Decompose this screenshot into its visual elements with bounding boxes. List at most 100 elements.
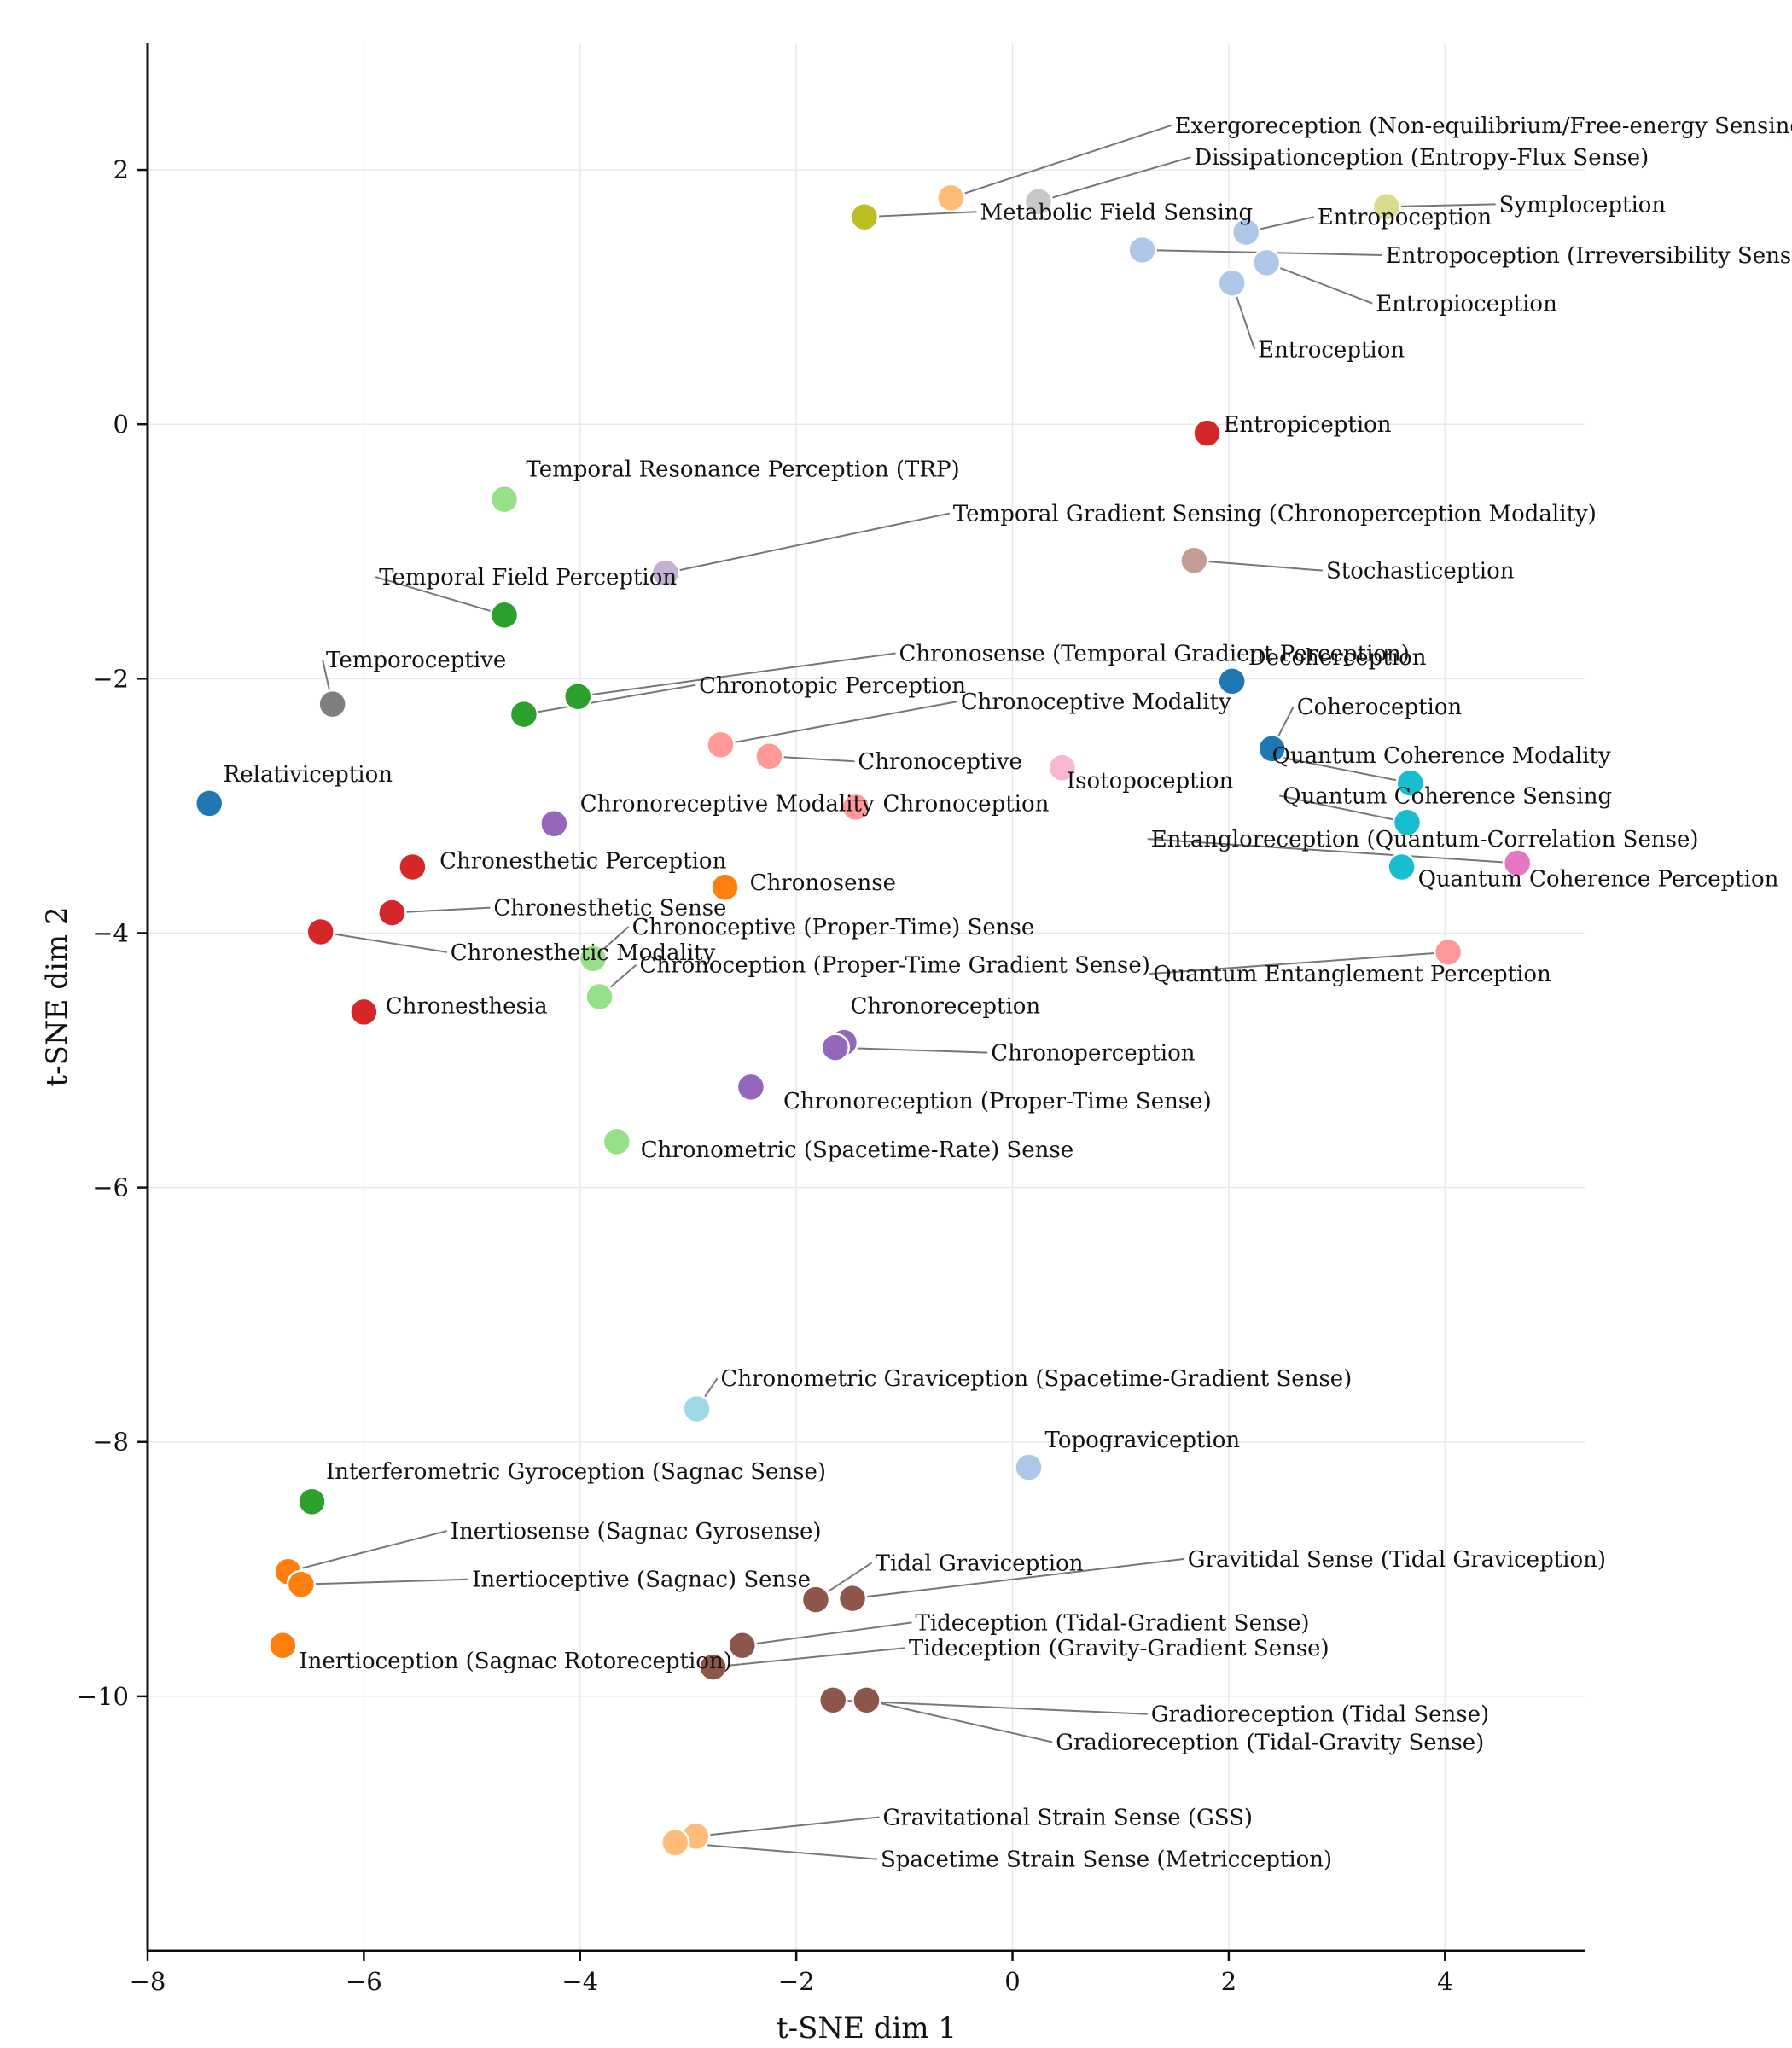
leader-line	[866, 1699, 1053, 1743]
leader-line	[320, 930, 447, 953]
scatter-point	[1217, 268, 1247, 298]
scatter-point	[650, 558, 681, 588]
x-tick-label: 0	[1004, 1967, 1020, 1996]
leader-line	[1265, 261, 1373, 305]
x-tick-label: −6	[346, 1967, 382, 1996]
x-tick-label: −4	[561, 1967, 598, 1996]
scatter-point	[820, 1033, 851, 1062]
point-label: Chronoceptive Modality	[961, 689, 1231, 715]
scatter-point	[1127, 235, 1157, 265]
leader-line	[1149, 951, 1449, 975]
point-label: Entropiception	[1224, 412, 1392, 438]
leader-line	[742, 1621, 912, 1647]
leader-line	[835, 1046, 988, 1054]
leader-line	[695, 1816, 880, 1837]
point-label: Chronotopic Perception	[699, 673, 966, 699]
scatter-point	[1392, 807, 1423, 838]
scatter-point	[682, 1393, 712, 1424]
point-label: Chronesthesia	[386, 993, 548, 1019]
leader-line	[523, 684, 696, 716]
point-label: Quantum Entanglement Perception	[1153, 962, 1551, 987]
point-label: Temporal Resonance Perception (TRP)	[526, 457, 959, 482]
leader-line	[665, 512, 951, 574]
point-label: Entangloreception (Quantum-Correlation S…	[1151, 827, 1699, 852]
scatter-point	[305, 916, 335, 947]
scatter-point	[1014, 1452, 1044, 1482]
leader-line	[288, 1530, 447, 1573]
point-label: Gradioreception (Tidal Sense)	[1151, 1702, 1490, 1728]
y-tick-label: −6	[92, 1173, 129, 1202]
scatter-point	[852, 1685, 881, 1715]
point-label: Chronoceptive	[858, 749, 1022, 775]
y-tick-label: −2	[92, 664, 129, 693]
scatter-point	[1395, 768, 1426, 798]
point-label: Metabolic Field Sensing	[980, 200, 1254, 225]
point-label: Chronesthetic Perception	[439, 848, 727, 874]
scatter-point	[509, 699, 539, 730]
scatter-point	[585, 981, 614, 1012]
scatter-point	[317, 689, 347, 719]
leader-line	[675, 1841, 878, 1860]
y-tick-label: −4	[92, 918, 129, 947]
point-label: Gradioreception (Tidal-Gravity Sense)	[1056, 1731, 1484, 1756]
point-label: Tidal Graviception	[876, 1551, 1084, 1576]
leader-line	[951, 124, 1172, 199]
leader-line	[713, 1647, 906, 1668]
leader-line	[852, 1557, 1184, 1600]
scatter-point	[377, 898, 407, 928]
scatter-point	[710, 872, 740, 903]
scatter-point	[1502, 848, 1533, 878]
leader-line	[375, 576, 505, 616]
point-label: Quantum Coherence Perception	[1418, 866, 1779, 892]
point-label: Dissipationception (Entropy-Flux Sense)	[1194, 145, 1649, 171]
scatter-point	[489, 484, 520, 515]
scatter-point	[1252, 247, 1282, 278]
scatter-point	[1217, 666, 1247, 696]
point-label: Inertioceptive (Sagnac) Sense	[472, 1568, 811, 1593]
axes-layer	[146, 43, 1585, 1952]
scatter-point	[736, 1072, 766, 1103]
point-label: Gravitational Strain Sense (GSS)	[883, 1805, 1254, 1830]
y-tick-label: −8	[92, 1428, 129, 1457]
point-label: Inertiosense (Sagnac Gyrosense)	[451, 1519, 822, 1545]
point-label: Interferometric Gyroception (Sagnac Sens…	[326, 1459, 826, 1485]
y-tick-label: −10	[77, 1682, 129, 1711]
scatter-point	[849, 201, 880, 232]
point-label: Chronesthetic Modality	[451, 940, 716, 966]
scatter-point	[1192, 418, 1222, 448]
scatter-point	[1179, 545, 1209, 575]
ticks-layer: −8 −6 −4 −2 0 2 4 −10 −8 −6 −4 −2 0 2	[77, 155, 1453, 1996]
leader-line	[1038, 156, 1191, 203]
x-tick-label: −2	[778, 1967, 815, 1996]
leader-line	[864, 211, 977, 218]
point-label: Symploception	[1499, 192, 1667, 218]
leader-line	[1194, 559, 1324, 572]
scatter-point	[837, 1583, 868, 1614]
point-labels-layer: Exergoreception (Non-equilibrium/Free-en…	[224, 113, 1792, 1873]
leader-line	[300, 1578, 469, 1585]
point-label: Temporal Field Perception	[379, 565, 677, 591]
point-label: Entropioception	[1376, 292, 1557, 317]
point-label: Isotopoception	[1067, 769, 1234, 794]
scatter-point	[754, 742, 784, 771]
y-tick-label: 0	[113, 410, 129, 439]
point-label: Chronoception	[883, 791, 1050, 817]
point-label: Entropoception	[1318, 205, 1492, 230]
point-label: Chronoreception	[850, 993, 1040, 1019]
scatter-point	[1433, 937, 1463, 968]
scatter-point	[660, 1828, 690, 1858]
x-tick-label: 4	[1437, 1967, 1452, 1996]
point-label: Stochastiception	[1326, 559, 1515, 585]
point-label: Chronometric (Spacetime-Rate) Sense	[641, 1137, 1073, 1163]
scatter-point	[398, 852, 428, 882]
point-label: Chronoception (Proper-Time Gradient Sens…	[639, 953, 1149, 979]
scatter-point	[602, 1126, 632, 1157]
point-label: Chronoceptive (Proper-Time) Sense	[632, 915, 1035, 940]
x-tick-label: 2	[1221, 1967, 1236, 1996]
scatter-point	[1257, 734, 1287, 764]
point-label: Exergoreception (Non-equilibrium/Free-en…	[1175, 113, 1792, 139]
leader-line	[1268, 753, 1411, 784]
point-label: Temporoceptive	[326, 648, 506, 673]
scatter-point	[268, 1630, 298, 1661]
